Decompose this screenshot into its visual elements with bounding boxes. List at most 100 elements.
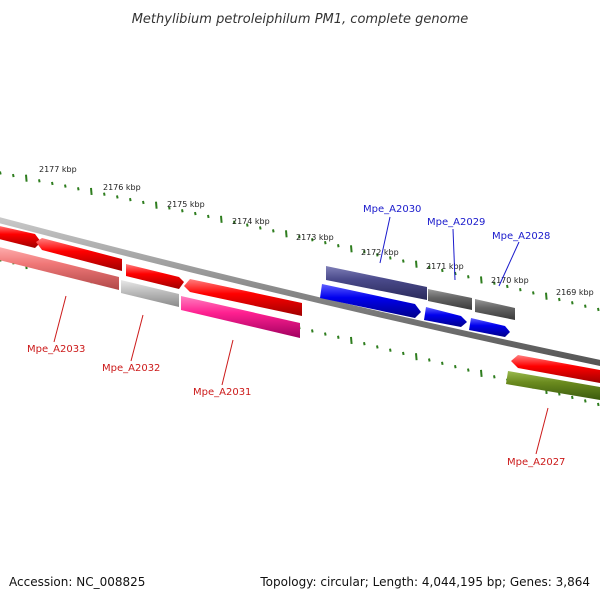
accession-text: Accession: NC_008825 bbox=[9, 575, 145, 589]
gene-arrow[interactable] bbox=[0, 225, 41, 248]
tick-label-2171: 2171 kbp bbox=[426, 262, 464, 271]
minor-tick-mark bbox=[194, 211, 197, 216]
genome-backbone bbox=[0, 217, 600, 367]
gene-label-mpe-a2029[interactable]: Mpe_A2029 bbox=[427, 217, 485, 228]
minor-tick-mark bbox=[337, 244, 340, 248]
minor-tick-mark bbox=[363, 341, 366, 346]
minor-tick-mark bbox=[324, 332, 327, 336]
minor-tick-mark bbox=[584, 399, 587, 403]
minor-tick-mark bbox=[493, 375, 496, 379]
minor-tick-mark bbox=[363, 250, 366, 254]
major-tick-mark bbox=[285, 230, 288, 238]
genome-summary-text: Topology: circular; Length: 4,044,195 bp… bbox=[259, 575, 590, 589]
minor-tick-mark bbox=[467, 275, 470, 279]
leader-line bbox=[498, 241, 520, 287]
minor-tick-mark bbox=[376, 345, 379, 349]
outer-tick-ring bbox=[0, 171, 600, 312]
gene-arrow[interactable] bbox=[320, 284, 421, 318]
minor-tick-mark bbox=[584, 304, 587, 308]
minor-tick-mark bbox=[597, 307, 600, 312]
minor-tick-mark bbox=[597, 402, 600, 407]
gene-label-mpe-a2027[interactable]: Mpe_A2027 bbox=[507, 457, 565, 468]
gene-arrow[interactable] bbox=[469, 318, 510, 337]
major-tick-mark bbox=[480, 369, 483, 377]
minor-tick-mark bbox=[142, 200, 145, 205]
minor-tick-mark bbox=[51, 181, 54, 186]
gene-arrow[interactable] bbox=[126, 264, 184, 289]
gene-block-mpe-a2028[interactable] bbox=[475, 299, 515, 320]
minor-tick-mark bbox=[272, 229, 275, 233]
minor-tick-mark bbox=[181, 209, 184, 213]
minor-tick-mark bbox=[532, 291, 535, 295]
gene-labels: Mpe_A2030 Mpe_A2029 Mpe_A2028 Mpe_A2033 … bbox=[27, 204, 565, 468]
major-tick-mark bbox=[155, 201, 158, 209]
minor-tick-mark bbox=[441, 268, 444, 273]
gene-arrow[interactable] bbox=[424, 307, 467, 327]
forward-strand-genes-lower bbox=[320, 284, 510, 337]
minor-tick-mark bbox=[519, 287, 522, 292]
tick-label-2173: 2173 kbp bbox=[296, 233, 334, 242]
gene-arrow[interactable] bbox=[511, 355, 600, 383]
major-tick-mark bbox=[415, 260, 418, 268]
minor-tick-mark bbox=[168, 206, 171, 210]
major-tick-mark bbox=[350, 245, 353, 253]
label-leaders bbox=[53, 216, 549, 455]
minor-tick-mark bbox=[571, 301, 574, 305]
minor-tick-mark bbox=[311, 329, 314, 333]
minor-tick-mark bbox=[337, 335, 340, 339]
minor-tick-mark bbox=[64, 184, 67, 188]
leader-line bbox=[452, 228, 456, 281]
gene-arrow[interactable] bbox=[36, 238, 122, 271]
gene-label-mpe-a2033[interactable]: Mpe_A2033 bbox=[27, 344, 85, 355]
minor-tick-mark bbox=[454, 364, 457, 369]
minor-tick-mark bbox=[311, 238, 314, 242]
tick-label-2176: 2176 kbp bbox=[103, 183, 141, 192]
minor-tick-mark bbox=[428, 265, 431, 269]
leader-line bbox=[53, 295, 67, 343]
major-tick-mark bbox=[545, 292, 548, 300]
reverse-strand-genes bbox=[0, 246, 600, 400]
minor-tick-mark bbox=[402, 351, 405, 356]
tick-label-2174: 2174 kbp bbox=[232, 217, 270, 226]
tick-label-2170: 2170 kbp bbox=[491, 276, 529, 285]
gene-label-mpe-a2032[interactable]: Mpe_A2032 bbox=[102, 363, 160, 374]
gene-block-mpe-a2027[interactable] bbox=[506, 371, 600, 400]
minor-tick-mark bbox=[428, 358, 431, 362]
minor-tick-mark bbox=[38, 179, 41, 183]
minor-tick-mark bbox=[12, 173, 15, 178]
minor-tick-mark bbox=[207, 214, 210, 219]
gene-block-mpe-a2033[interactable] bbox=[0, 246, 119, 290]
gene-label-mpe-a2030[interactable]: Mpe_A2030 bbox=[363, 204, 421, 215]
tick-labels: 2177 kbp 2176 kbp 2175 kbp 2174 kbp 2173… bbox=[39, 165, 594, 297]
minor-tick-mark bbox=[103, 192, 106, 196]
major-tick-mark bbox=[350, 336, 353, 345]
gene-label-mpe-a2031[interactable]: Mpe_A2031 bbox=[193, 387, 251, 398]
minor-tick-mark bbox=[298, 235, 301, 239]
minor-tick-mark bbox=[402, 259, 405, 263]
gene-block-mpe-a2031[interactable] bbox=[181, 296, 300, 338]
minor-tick-mark bbox=[506, 284, 509, 289]
minor-tick-mark bbox=[389, 256, 392, 260]
minor-tick-mark bbox=[441, 361, 444, 366]
major-tick-mark bbox=[415, 353, 418, 361]
minor-tick-mark bbox=[77, 187, 80, 191]
minor-tick-mark bbox=[0, 171, 2, 175]
leader-line bbox=[379, 216, 391, 264]
gene-block-mpe-a2030[interactable] bbox=[326, 266, 427, 300]
minor-tick-mark bbox=[493, 281, 496, 285]
gene-block-mpe-a2032[interactable] bbox=[121, 280, 179, 307]
minor-tick-mark bbox=[467, 368, 470, 372]
gene-block-mpe-a2029[interactable] bbox=[428, 289, 472, 310]
minor-tick-mark bbox=[558, 297, 561, 302]
tick-label-2177: 2177 kbp bbox=[39, 165, 77, 174]
gene-label-mpe-a2028[interactable]: Mpe_A2028 bbox=[492, 231, 550, 242]
minor-tick-mark bbox=[116, 195, 119, 199]
minor-tick-mark bbox=[324, 241, 327, 245]
major-tick-mark bbox=[480, 276, 483, 284]
tick-label-2172: 2172 kbp bbox=[361, 248, 399, 257]
minor-tick-mark bbox=[389, 348, 392, 352]
minor-tick-mark bbox=[246, 223, 249, 227]
minor-tick-mark bbox=[376, 253, 379, 257]
gene-arrow[interactable] bbox=[184, 279, 302, 316]
